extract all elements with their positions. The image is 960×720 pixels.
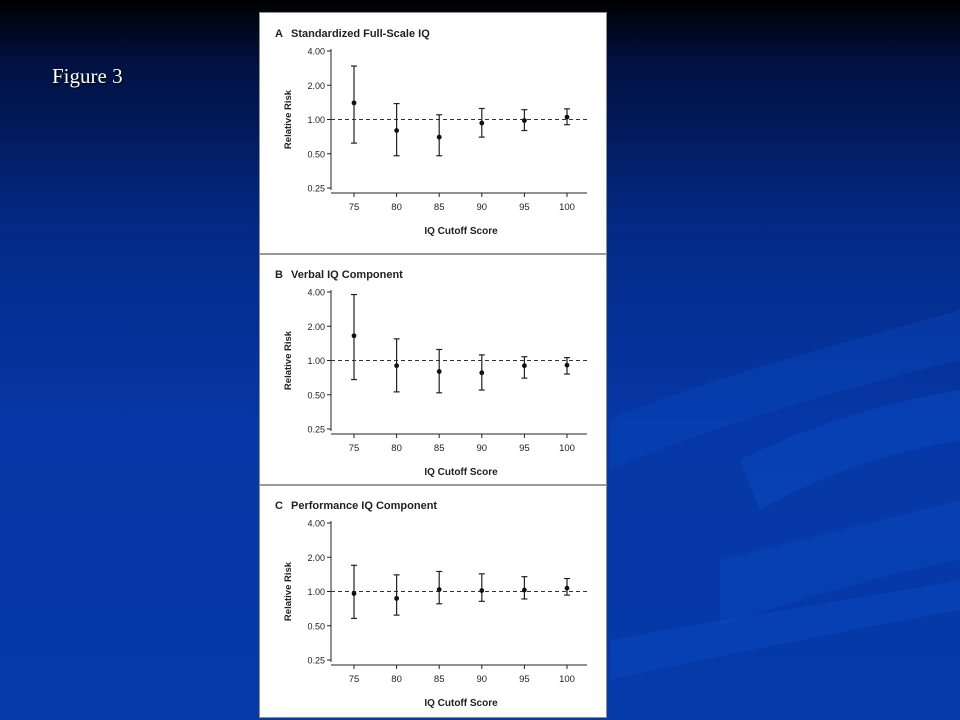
x-tick-label: 85 <box>434 443 445 454</box>
panel-divider <box>260 484 606 486</box>
data-point <box>522 118 527 123</box>
data-point <box>394 363 399 369</box>
data-point <box>564 114 570 120</box>
data-point <box>479 370 485 376</box>
x-tick-label: 95 <box>519 674 530 685</box>
chart-title: Standardized Full-Scale IQ <box>291 28 430 40</box>
data-point <box>436 369 442 374</box>
y-tick-label: 0.25 <box>307 184 325 194</box>
y-tick-label: 4.00 <box>307 288 325 298</box>
y-tick-label: 4.00 <box>307 47 325 57</box>
chart-panel-a: A Standardized Full-Scale IQ 4.00 2.00 1.00 0… <box>261 14 605 250</box>
figure-panel: A Standardized Full-Scale IQ 4.00 2.00 1.00 0… <box>259 12 607 718</box>
y-axis-label: Relative Risk <box>283 561 294 621</box>
chart-svg-b: B Verbal IQ Component 4.00 2.00 1.00 0.50 0.25… <box>275 269 587 478</box>
y-axis-label: Relative Risk <box>283 330 294 390</box>
y-tick-label: 0.50 <box>307 390 325 400</box>
data-point <box>522 587 527 593</box>
chart-svg-a: A Standardized Full-Scale IQ 4.00 2.00 1.00 0… <box>275 28 587 237</box>
y-tick-label: 2.00 <box>307 553 325 563</box>
chart-svg-c: C Performance IQ Component 4.00 2.00 1.00 0.5… <box>275 500 587 709</box>
x-tick-label: 80 <box>391 674 402 685</box>
x-axis-label: IQ Cutoff Score <box>424 467 498 478</box>
panel-letter: B <box>275 269 283 281</box>
data-point <box>351 100 357 106</box>
y-tick-label: 0.25 <box>307 656 325 666</box>
data-point <box>351 591 357 596</box>
x-tick-label: 100 <box>559 674 575 685</box>
x-tick-label: 75 <box>349 202 360 213</box>
y-tick-label: 0.50 <box>307 621 325 631</box>
x-axis-label: IQ Cutoff Score <box>424 226 498 237</box>
data-point <box>522 363 527 369</box>
panel-divider <box>260 253 606 255</box>
chart-panel-c: C Performance IQ Component 4.00 2.00 1.00 0.5… <box>261 486 605 716</box>
data-point <box>436 587 442 592</box>
chart-panel-b: B Verbal IQ Component 4.00 2.00 1.00 0.50 0.25… <box>261 255 605 482</box>
y-tick-label: 1.00 <box>307 115 325 125</box>
slide-title: Figure 3 <box>52 64 123 88</box>
panel-letter: C <box>275 500 283 512</box>
panel-letter: A <box>275 28 283 40</box>
x-tick-label: 90 <box>477 443 488 454</box>
y-tick-label: 1.00 <box>307 587 325 597</box>
x-tick-label: 95 <box>519 443 530 454</box>
y-axis-label: Relative Risk <box>283 89 294 149</box>
x-tick-label: 80 <box>391 202 402 213</box>
x-tick-label: 100 <box>559 443 575 454</box>
y-tick-label: 4.00 <box>307 519 325 529</box>
chart-title: Verbal IQ Component <box>291 269 403 281</box>
y-tick-label: 0.50 <box>307 149 325 159</box>
x-tick-label: 95 <box>519 202 530 213</box>
chart-title: Performance IQ Component <box>291 500 437 512</box>
x-tick-label: 75 <box>349 443 360 454</box>
y-tick-label: 0.25 <box>307 425 325 435</box>
data-point <box>564 585 570 591</box>
data-point <box>394 128 399 133</box>
x-tick-label: 85 <box>434 674 445 685</box>
data-point <box>564 362 570 368</box>
y-tick-label: 1.00 <box>307 356 325 366</box>
x-axis-label: IQ Cutoff Score <box>424 698 498 709</box>
x-tick-label: 85 <box>434 202 445 213</box>
x-tick-label: 100 <box>559 202 575 213</box>
x-tick-label: 80 <box>391 443 402 454</box>
data-point <box>479 588 485 593</box>
x-tick-label: 90 <box>477 202 488 213</box>
y-tick-label: 2.00 <box>307 322 325 332</box>
y-tick-label: 2.00 <box>307 81 325 91</box>
data-point <box>436 134 442 140</box>
data-point <box>351 333 357 339</box>
data-point <box>394 595 399 601</box>
data-point <box>479 120 485 126</box>
x-tick-label: 90 <box>477 674 488 685</box>
x-tick-label: 75 <box>349 674 360 685</box>
